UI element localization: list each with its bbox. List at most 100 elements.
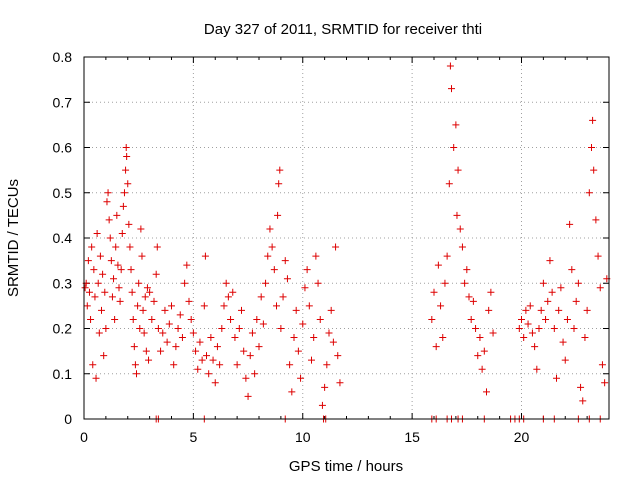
data-point [112,243,120,251]
data-point [531,343,539,351]
data-point [327,306,335,314]
data-point [104,189,112,197]
data-point [100,352,108,360]
data-point [432,343,440,351]
y-tick-label-0.3: 0.3 [53,275,73,291]
data-point [312,252,320,260]
data-point [131,361,139,369]
data-point [568,266,576,274]
data-point [528,329,536,337]
data-point [515,325,523,332]
y-tick-labels: 0 0.1 0.2 0.3 0.4 0.5 0.6 0.7 0.8 [53,49,73,427]
data-point [316,315,324,323]
data-point [134,302,142,310]
data-point [546,257,554,265]
data-point [111,315,119,323]
data-point [159,329,167,337]
data-point [246,352,254,360]
data-point [308,356,315,364]
data-point [524,320,532,328]
data-point [129,315,137,323]
data-point [446,62,454,70]
data-point [553,374,560,382]
data-point [439,334,447,342]
data-point [140,329,148,337]
data-point [207,334,215,342]
data-point [279,293,287,301]
y-tick-label-0.1: 0.1 [53,366,73,382]
data-point [522,306,530,314]
data-point [275,180,283,188]
chart-title: Day 327 of 2011, SRMTID for receiver tht… [204,21,482,38]
data-point [96,252,104,260]
data-point [318,401,326,409]
data-point [588,144,595,151]
data-point [281,257,289,265]
grid-layer [83,56,610,420]
data-point [244,392,252,400]
data-point [138,252,146,260]
data-point [314,279,322,287]
data-point [303,266,311,274]
data-point [557,284,565,292]
data-point [310,334,318,342]
data-point [548,288,556,296]
data-point [430,288,438,296]
data-point [120,189,128,197]
data-point [329,338,337,346]
data-point [107,257,115,265]
data-point [220,302,228,310]
plot-frame [83,56,610,420]
data-point [259,320,267,328]
data-point [563,315,571,323]
data-point [332,243,340,251]
y-axis-title: SRMTID / TECUs [5,179,22,297]
data-point [235,325,243,332]
x-tick-label-10: 10 [295,429,311,445]
data-point [176,311,184,319]
data-point [137,225,145,233]
data-point [483,388,490,396]
x-tick-labels: 0 5 10 15 20 [80,429,529,445]
data-point [325,329,333,337]
data-point [170,361,178,369]
y-tick-label-0: 0 [64,411,72,427]
data-point [290,334,298,342]
y-tick-label-0.5: 0.5 [53,185,73,201]
data-point [478,365,486,373]
data-point [518,315,525,323]
data-point [233,361,241,369]
data-point [336,379,344,387]
data-point [142,347,150,355]
data-point [570,325,578,332]
data-point [152,270,160,278]
data-point [113,211,121,219]
data-point [458,243,466,251]
data-point [480,347,488,355]
data-point [526,302,534,310]
data-point [472,325,480,332]
x-tick-label-20: 20 [514,429,530,445]
data-point [165,320,173,328]
data-point [452,121,460,129]
data-point [476,334,484,342]
data-point [154,325,162,332]
data-point [126,243,134,251]
data-point [127,266,135,274]
y-tick-label-0.7: 0.7 [53,94,73,110]
data-point [133,370,140,378]
data-point [83,302,91,310]
data-point [90,266,98,274]
data-point [456,225,464,233]
data-point [594,252,602,260]
data-point [94,279,102,287]
data-point [98,306,105,314]
data-point [84,257,92,265]
data-point [533,365,541,373]
data-point [292,306,300,314]
data-point [321,383,329,391]
data-point [294,347,302,355]
data-point [181,279,189,287]
data-point [102,325,110,332]
data-point [146,288,154,296]
